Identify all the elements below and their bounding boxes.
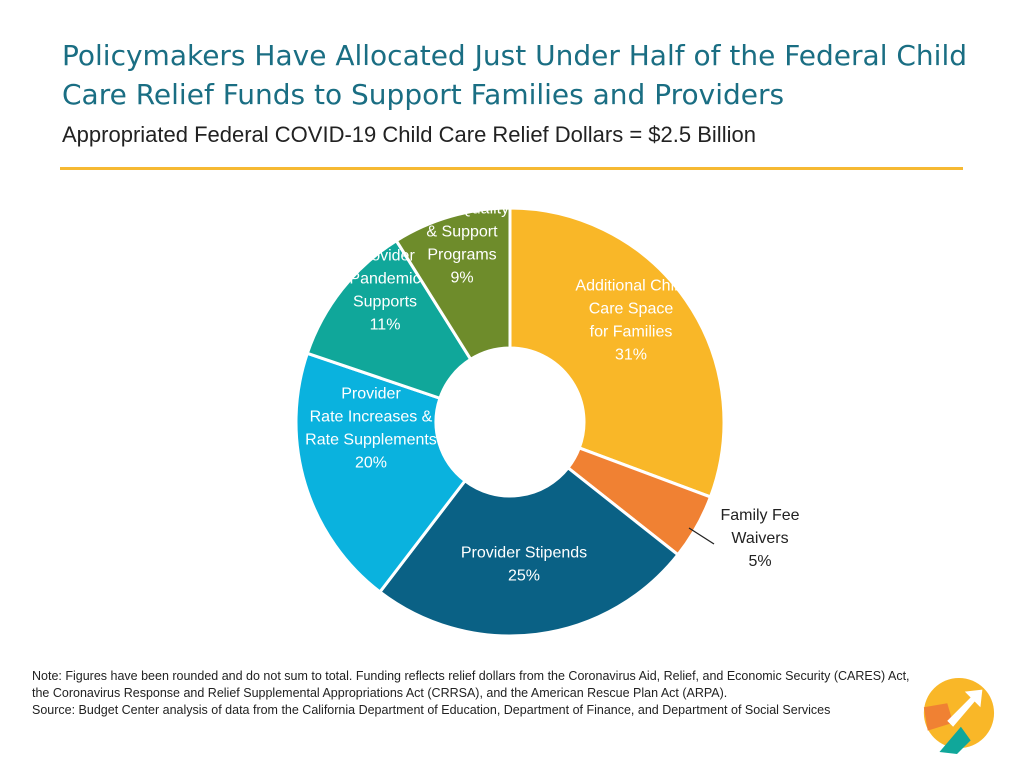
footnotes: Note: Figures have been rounded and do n… (32, 668, 912, 719)
slice-label-provider: Provider Rate Increases & Rate Supplements… (305, 386, 437, 472)
note-text: Note: Figures have been rounded and do n… (32, 669, 910, 700)
slice-label-line: 20% (355, 455, 387, 472)
slice-label-line: 25% (508, 568, 540, 585)
slice-label-line: Waivers (731, 530, 788, 547)
slice-label-provider: Provider Pandemic Supports 11% (349, 248, 420, 334)
slice-provider (294, 351, 468, 595)
slice-label-family-fee: Family Fee Waivers 5% (720, 507, 799, 570)
leader-line-family-fee-waivers (688, 527, 715, 545)
slice-label-additional-child: Additional Child Care Space for Families 31… (575, 278, 686, 364)
slice-label-line: Additional Child (575, 278, 686, 295)
slice-label-line: Care Space (589, 301, 674, 318)
source-text: Source: Budget Center analysis of data f… (32, 703, 831, 717)
slice-label-line: Pandemic (349, 271, 420, 288)
slice-label-provider-stipends: Provider Stipends 25% (461, 545, 587, 585)
slice-label-line: Rate Supplements (305, 432, 437, 449)
slice-label-line: Provider (355, 248, 415, 265)
slice-label-line: & Support (426, 224, 498, 241)
budget-center-logo-icon (923, 677, 995, 754)
chart-title: Policymakers Have Allocated Just Under H… (62, 39, 967, 111)
slice-label-line: Family Fee (720, 507, 799, 524)
slice-provider-stipends (377, 465, 681, 638)
slice-label-line: for Families (590, 324, 673, 341)
slice-label-line: Provider (341, 386, 401, 403)
slice-label-line: Provider Stipends (461, 545, 587, 562)
chart-subtitle: Appropriated Federal COVID-19 Child Care… (62, 122, 756, 147)
donut-chart-svg: Additional Child Care Space for Families 31… (294, 201, 800, 638)
slice-label-other-quality: Other Quality & Support Programs 9% (415, 201, 509, 287)
slice-label-line: Rate Increases & (310, 409, 433, 426)
slice-label-line: Other Quality (415, 201, 509, 218)
slice-additional-child (508, 206, 726, 499)
slice-label-line: 31% (615, 347, 647, 364)
slice-label-line: 11% (370, 317, 401, 334)
slice-label-line: Programs (427, 247, 496, 264)
slice-provider (305, 238, 473, 401)
slice-other-quality (394, 206, 512, 362)
slice-label-line: Supports (353, 294, 417, 311)
slice-label-line: 5% (748, 553, 771, 570)
title-divider (60, 167, 963, 170)
donut-chart: Additional Child Care Space for Families 31… (294, 201, 800, 638)
slice-label-line: 9% (450, 270, 473, 287)
